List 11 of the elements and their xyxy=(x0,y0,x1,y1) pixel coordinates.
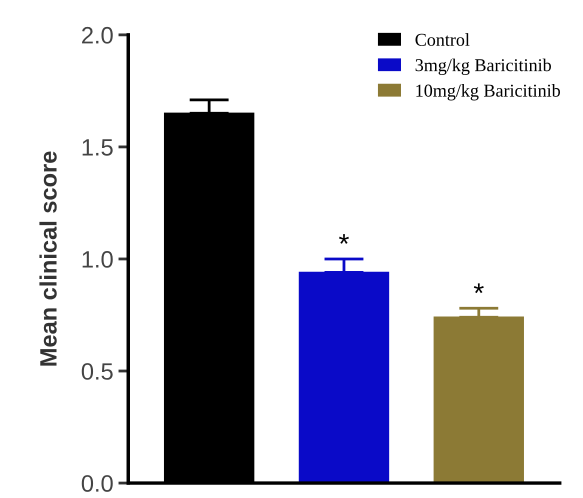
y-tick-label: 2.0 xyxy=(82,26,113,44)
legend-label: 10mg/kg Baricitinib xyxy=(416,84,560,100)
data-label: * xyxy=(339,234,349,244)
legend-label: 3mg/kg Baricitinib xyxy=(416,58,551,76)
y-tick-label: 1.0 xyxy=(82,251,113,268)
y-axis-title: Mean clinical score xyxy=(39,151,57,366)
y-tick-label: 0.5 xyxy=(82,363,113,380)
data-label: * xyxy=(474,283,484,294)
y-tick-label: 1.5 xyxy=(82,139,113,156)
legend-label: Control xyxy=(415,33,470,46)
y-tick-label: 0.0 xyxy=(82,475,113,492)
